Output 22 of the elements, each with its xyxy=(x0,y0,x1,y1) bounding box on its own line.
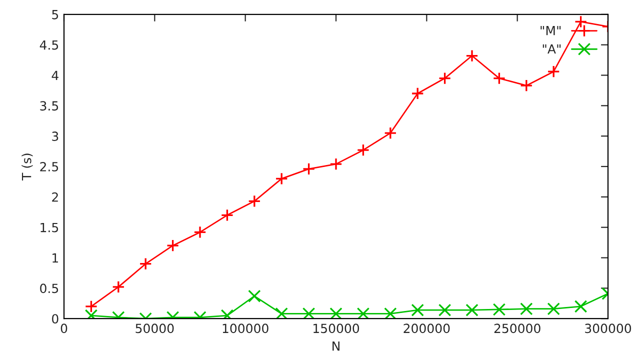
legend-label: "A" xyxy=(542,44,561,54)
x-tick-label: 50000 xyxy=(136,324,174,334)
y-tick-label: 2 xyxy=(52,192,58,202)
y-tick-label: 0.5 xyxy=(40,284,58,294)
x-tick-label: 0 xyxy=(60,324,68,334)
y-tick-label: 3 xyxy=(52,132,58,142)
y-tick-label: 0 xyxy=(52,314,58,324)
y-tick-label: 5 xyxy=(52,10,58,20)
x-tick-label: 200000 xyxy=(404,324,450,334)
y-tick-label: 2.5 xyxy=(40,162,58,172)
x-tick-label: 100000 xyxy=(222,324,268,334)
y-axis-title: T (s) xyxy=(22,154,33,180)
y-tick-label: 3.5 xyxy=(40,101,58,111)
y-tick-label: 1.5 xyxy=(40,222,58,232)
y-tick-label: 4.5 xyxy=(40,40,58,50)
x-tick-label: 150000 xyxy=(314,324,360,334)
x-tick-label: 250000 xyxy=(494,324,540,334)
x-axis-title: N xyxy=(332,342,340,351)
legend-label: "M" xyxy=(540,26,561,36)
y-tick-label: 1 xyxy=(52,253,58,263)
y-tick-label: 4 xyxy=(52,70,58,80)
x-tick-label: 300000 xyxy=(585,324,632,334)
